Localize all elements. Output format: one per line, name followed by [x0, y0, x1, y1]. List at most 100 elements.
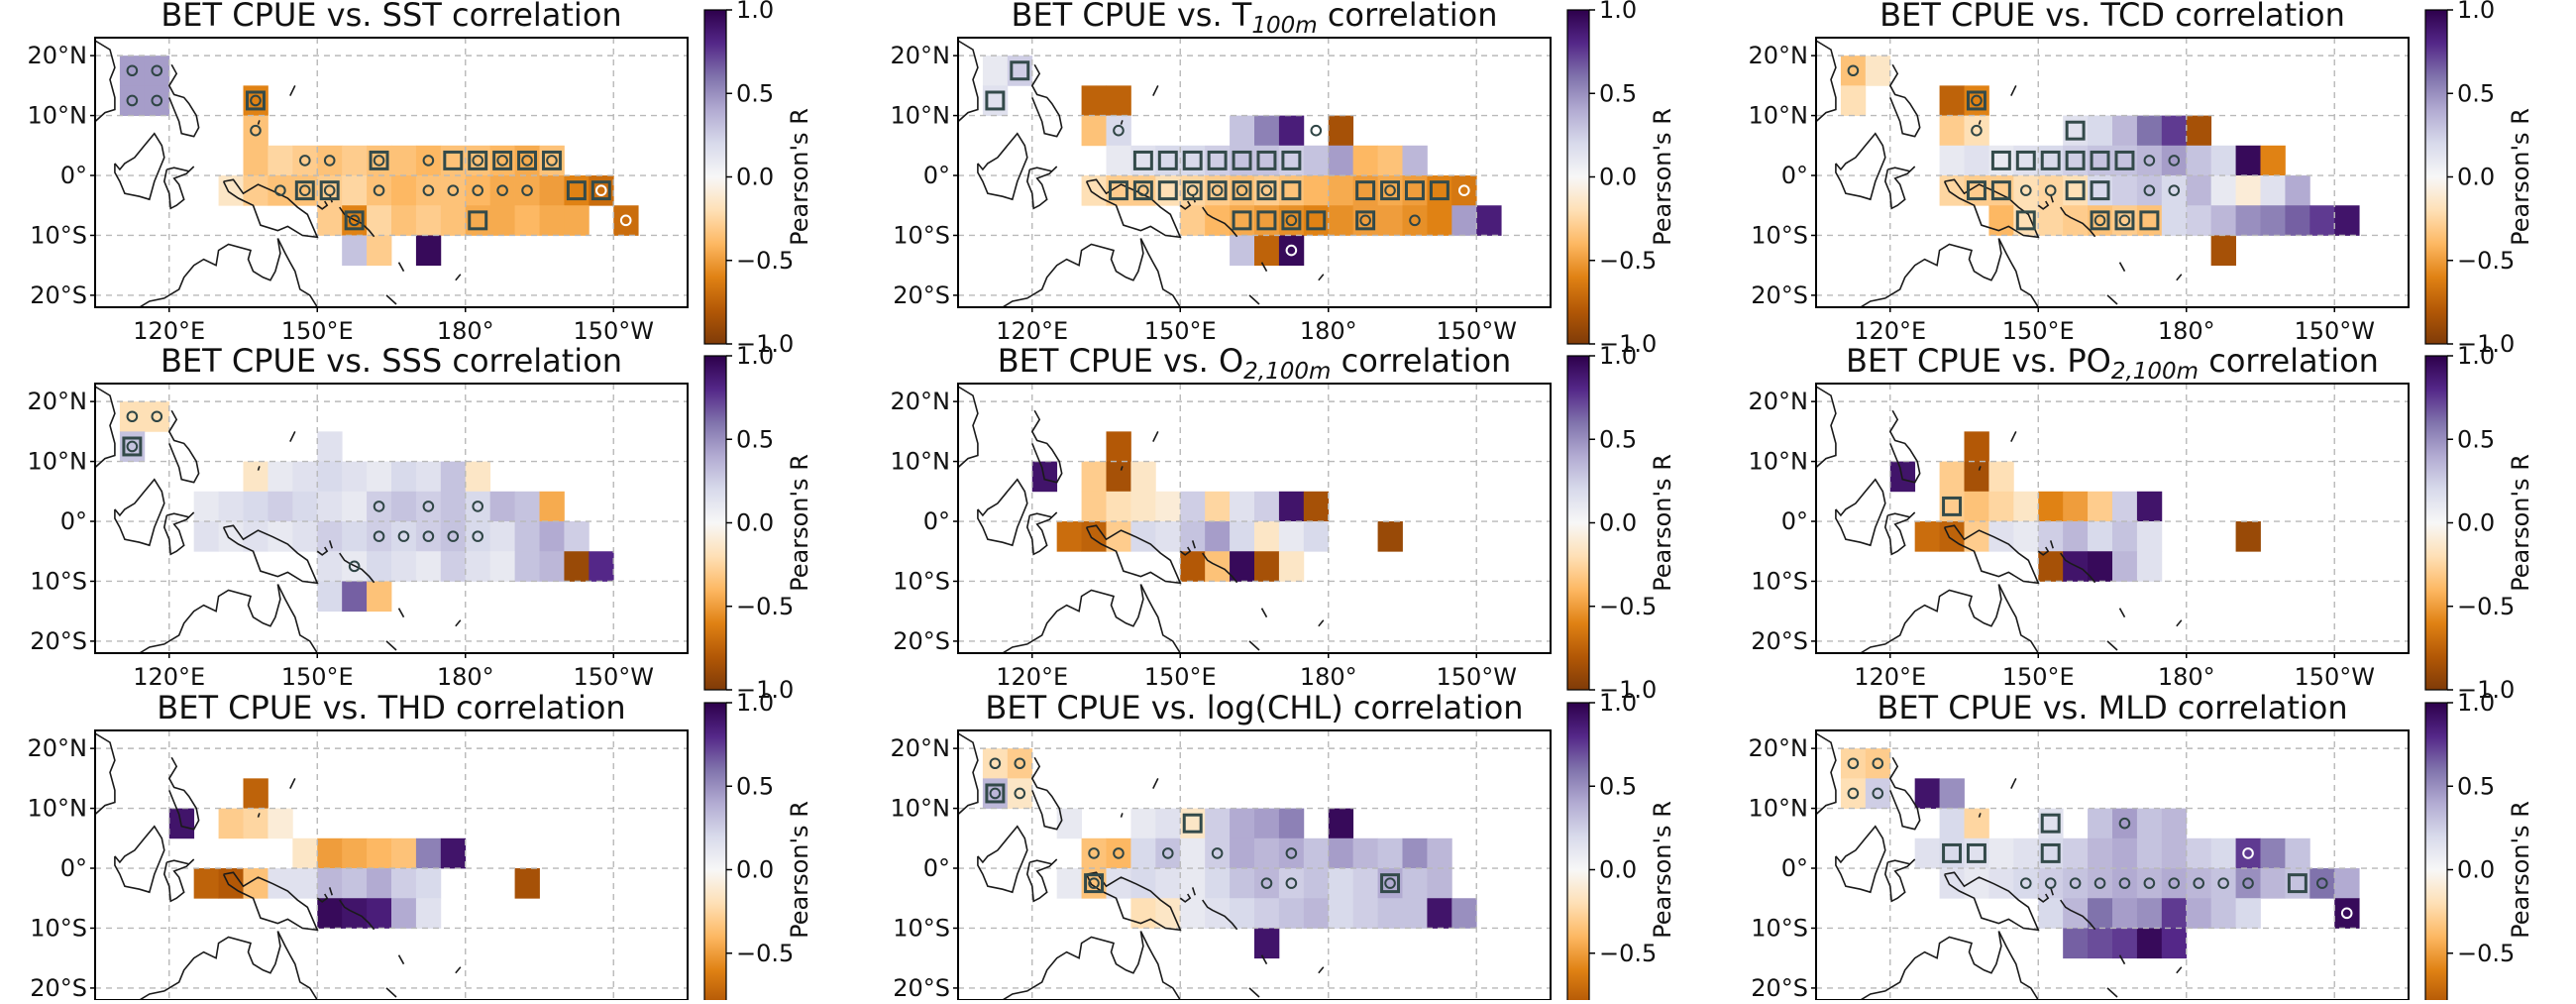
coastline: [139, 584, 281, 653]
coastline: [257, 120, 261, 125]
significance-circle: [250, 94, 262, 107]
map-frame: [1815, 383, 2410, 654]
heatmap-cell: [1402, 868, 1428, 899]
panel-title: BET CPUE vs. SST correlation: [161, 0, 621, 34]
significance-circle: [546, 155, 558, 167]
heatmap-cell: [268, 491, 293, 522]
coastline: [1025, 858, 1058, 903]
heatmap-cell: [1254, 491, 1280, 522]
heatmap-cell: [2038, 521, 2064, 552]
heatmap-cell: [1155, 808, 1181, 839]
heatmap-cell: [1081, 491, 1107, 522]
colorbar-tick-label: 0.5: [1599, 772, 1637, 800]
heatmap-cell: [1230, 491, 1255, 522]
colorbar-tick-label: −0.5: [2457, 593, 2515, 620]
heatmap-cell: [1106, 115, 1131, 147]
significance-circle: [323, 184, 336, 196]
heatmap-cell: [391, 145, 417, 176]
heatmap-cell: [2112, 551, 2138, 582]
significance-circle: [126, 440, 139, 453]
significance-square: [294, 180, 315, 201]
significance-circle: [274, 184, 286, 196]
significance-squares: [985, 60, 1449, 231]
significance-circle: [1847, 757, 1860, 770]
lon-tick-label: 120°E: [1854, 317, 1926, 345]
heatmap-cell: [119, 85, 146, 116]
significance-square: [1281, 210, 1302, 231]
heatmap-cell: [2038, 868, 2064, 899]
significance-circles: [1847, 757, 2353, 920]
heatmap-cell: [1964, 115, 1989, 147]
coastline: [1318, 619, 1325, 627]
lat-tick-label: 20°N: [1749, 42, 1809, 69]
heatmap-cell: [1180, 521, 1206, 552]
coastline: [114, 825, 165, 894]
heatmap-cell: [1130, 461, 1156, 493]
colorbar-label: Pearson's R: [1649, 454, 1676, 592]
coastline: [1139, 931, 1181, 1000]
lat-tick-label: 20°S: [1751, 281, 1808, 309]
significance-circle: [2143, 155, 2156, 167]
coastline: [2176, 274, 2183, 281]
heatmap-cell: [1964, 145, 1989, 176]
heatmap-cell: [2235, 837, 2261, 869]
significance-square: [1306, 210, 1327, 231]
significance-square: [1256, 210, 1277, 231]
coastline: [2010, 431, 2017, 442]
panel-po: BET CPUE vs. PO2,100m correlation 20°N 10°…: [1749, 342, 2535, 704]
significance-square: [492, 150, 513, 170]
heatmap-cell: [391, 521, 417, 552]
coastline: [2118, 954, 2126, 965]
significance-square: [1108, 180, 1128, 201]
heatmap-cell: [1106, 461, 1131, 493]
significance-circle: [323, 155, 336, 167]
significance-circle: [397, 530, 410, 542]
heatmap-cell: [119, 56, 146, 86]
coastline: [1997, 584, 2039, 653]
heatmap-cell: [317, 145, 343, 176]
coastline: [1152, 431, 1159, 442]
coastline: [1085, 524, 1182, 585]
heatmap-cell: [1106, 145, 1131, 176]
heatmap-cell: [415, 145, 442, 176]
significance-square: [1281, 180, 1302, 201]
heatmap-cell: [1352, 145, 1378, 176]
significance-square: [1207, 150, 1228, 170]
heatmap-cell: [2235, 898, 2261, 929]
coastline: [1248, 640, 1260, 651]
heatmap-cell: [1155, 521, 1181, 552]
significance-square: [2065, 120, 2086, 141]
gridlines: [958, 730, 1551, 1000]
lat-tick-label: 20°S: [1751, 627, 1808, 655]
coastline: [958, 386, 979, 469]
coastline: [162, 511, 195, 556]
heatmap-cell: [1914, 837, 1940, 869]
coastline: [1191, 887, 1196, 896]
heatmap-cell: [1840, 778, 1867, 809]
heatmap-cell: [193, 868, 219, 899]
lon-tick-label: 180°: [437, 663, 494, 691]
heatmap-cell: [1377, 521, 1403, 552]
coastline: [139, 238, 281, 307]
heatmap-cell: [1476, 205, 1502, 236]
coastline: [1816, 732, 1837, 816]
colorbar-gradient: [703, 355, 727, 691]
coastline: [167, 63, 200, 138]
heatmap-cell: [1451, 175, 1477, 206]
significance-circles: [1113, 124, 1470, 257]
colorbar-tick-label: 1.0: [1599, 0, 1637, 24]
heatmap-cell: [2088, 115, 2113, 147]
heatmap-cell: [1278, 235, 1305, 267]
colorbar-gradient: [2424, 702, 2448, 1004]
significance-circle: [2019, 184, 2032, 196]
colorbar-gradient: [703, 9, 727, 345]
lat-tick-label: 20°N: [891, 734, 951, 762]
heatmap-cell: [292, 461, 318, 493]
heatmap-cell: [564, 551, 590, 582]
panel-logchl: BET CPUE vs. log(CHL) correlation 20°N 10°…: [891, 689, 1676, 1004]
coastline: [289, 778, 296, 789]
lat-tick-label: 10°S: [30, 914, 87, 942]
heatmap-cell: [1865, 778, 1891, 809]
heatmap-cell: [415, 461, 442, 493]
significance-squares: [1966, 90, 2160, 231]
